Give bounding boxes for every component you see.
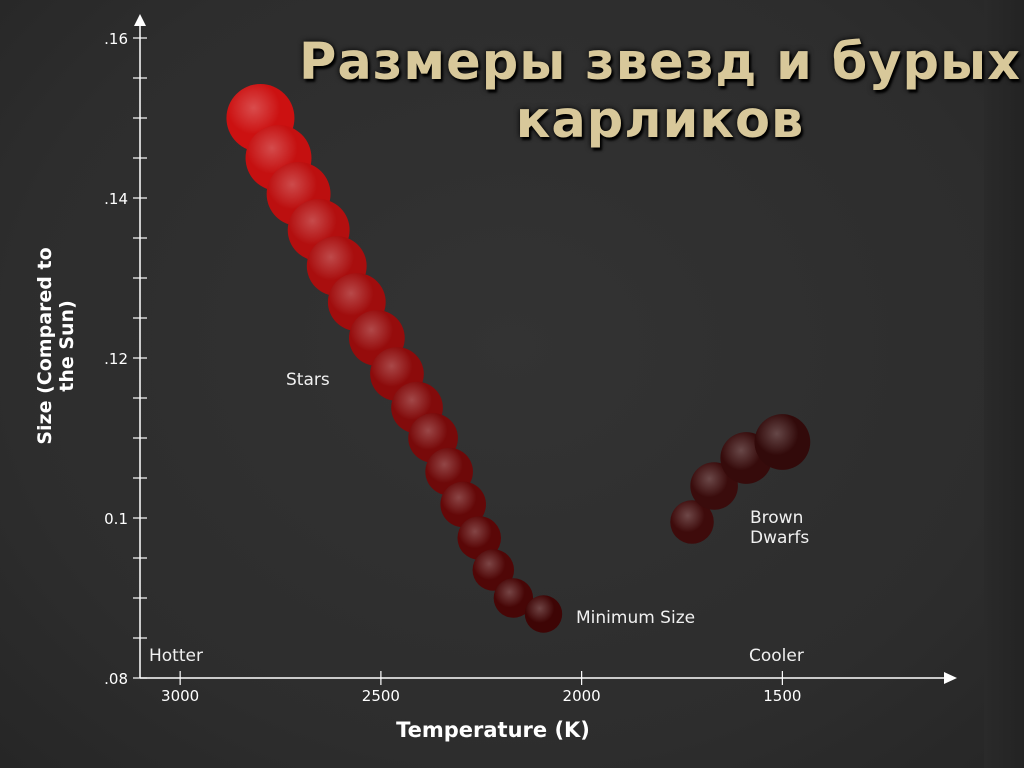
y-tick-label: .08 [104, 670, 128, 688]
title-line-1: Размеры звезд и бурых [298, 33, 1022, 92]
data-point-highlight [690, 462, 738, 510]
y-tick-label: 0.1 [104, 510, 128, 528]
chart-axes [133, 14, 957, 685]
series-brown-dwarfs [670, 414, 811, 544]
data-point-highlight [440, 481, 486, 528]
chart-tick-labels: .08 0.1 .12 .14 .16 3000 2500 2000 1500 [104, 30, 801, 705]
y-tick-label: .14 [104, 190, 128, 208]
data-point-highlight [472, 549, 515, 591]
x-tick-label: 2000 [563, 687, 601, 705]
annotation-stars: Stars [286, 370, 330, 390]
x-axis-label: Temperature (K) [396, 718, 590, 742]
data-point-highlight [493, 578, 534, 618]
y-tick-label: .16 [104, 30, 128, 48]
annotation-minimum-size: Minimum Size [576, 608, 696, 628]
y-tick-label: .12 [104, 350, 128, 368]
series-stars [226, 84, 563, 633]
y-axis-arrow [134, 14, 146, 26]
title-line-2: карликов [515, 91, 805, 150]
x-tick-label: 3000 [161, 687, 199, 705]
x-tick-label: 1500 [763, 687, 801, 705]
y-axis-label: Size (Compared to the Sun) [34, 247, 78, 445]
data-point-highlight [457, 516, 502, 560]
data-point-highlight [524, 595, 563, 633]
slide-title: Размеры звезд и бурых карликов [290, 34, 1024, 150]
annotation-hotter: Hotter [149, 646, 203, 666]
slide-edge-band [984, 0, 1024, 768]
chart-points [226, 84, 811, 633]
x-axis-arrow [944, 672, 957, 684]
annotation-cooler: Cooler [749, 646, 804, 666]
data-point-highlight [670, 500, 714, 544]
x-tick-label: 2500 [362, 687, 400, 705]
data-point-highlight [754, 414, 811, 470]
annotation-brown-dwarfs: Brown Dwarfs [750, 508, 810, 548]
